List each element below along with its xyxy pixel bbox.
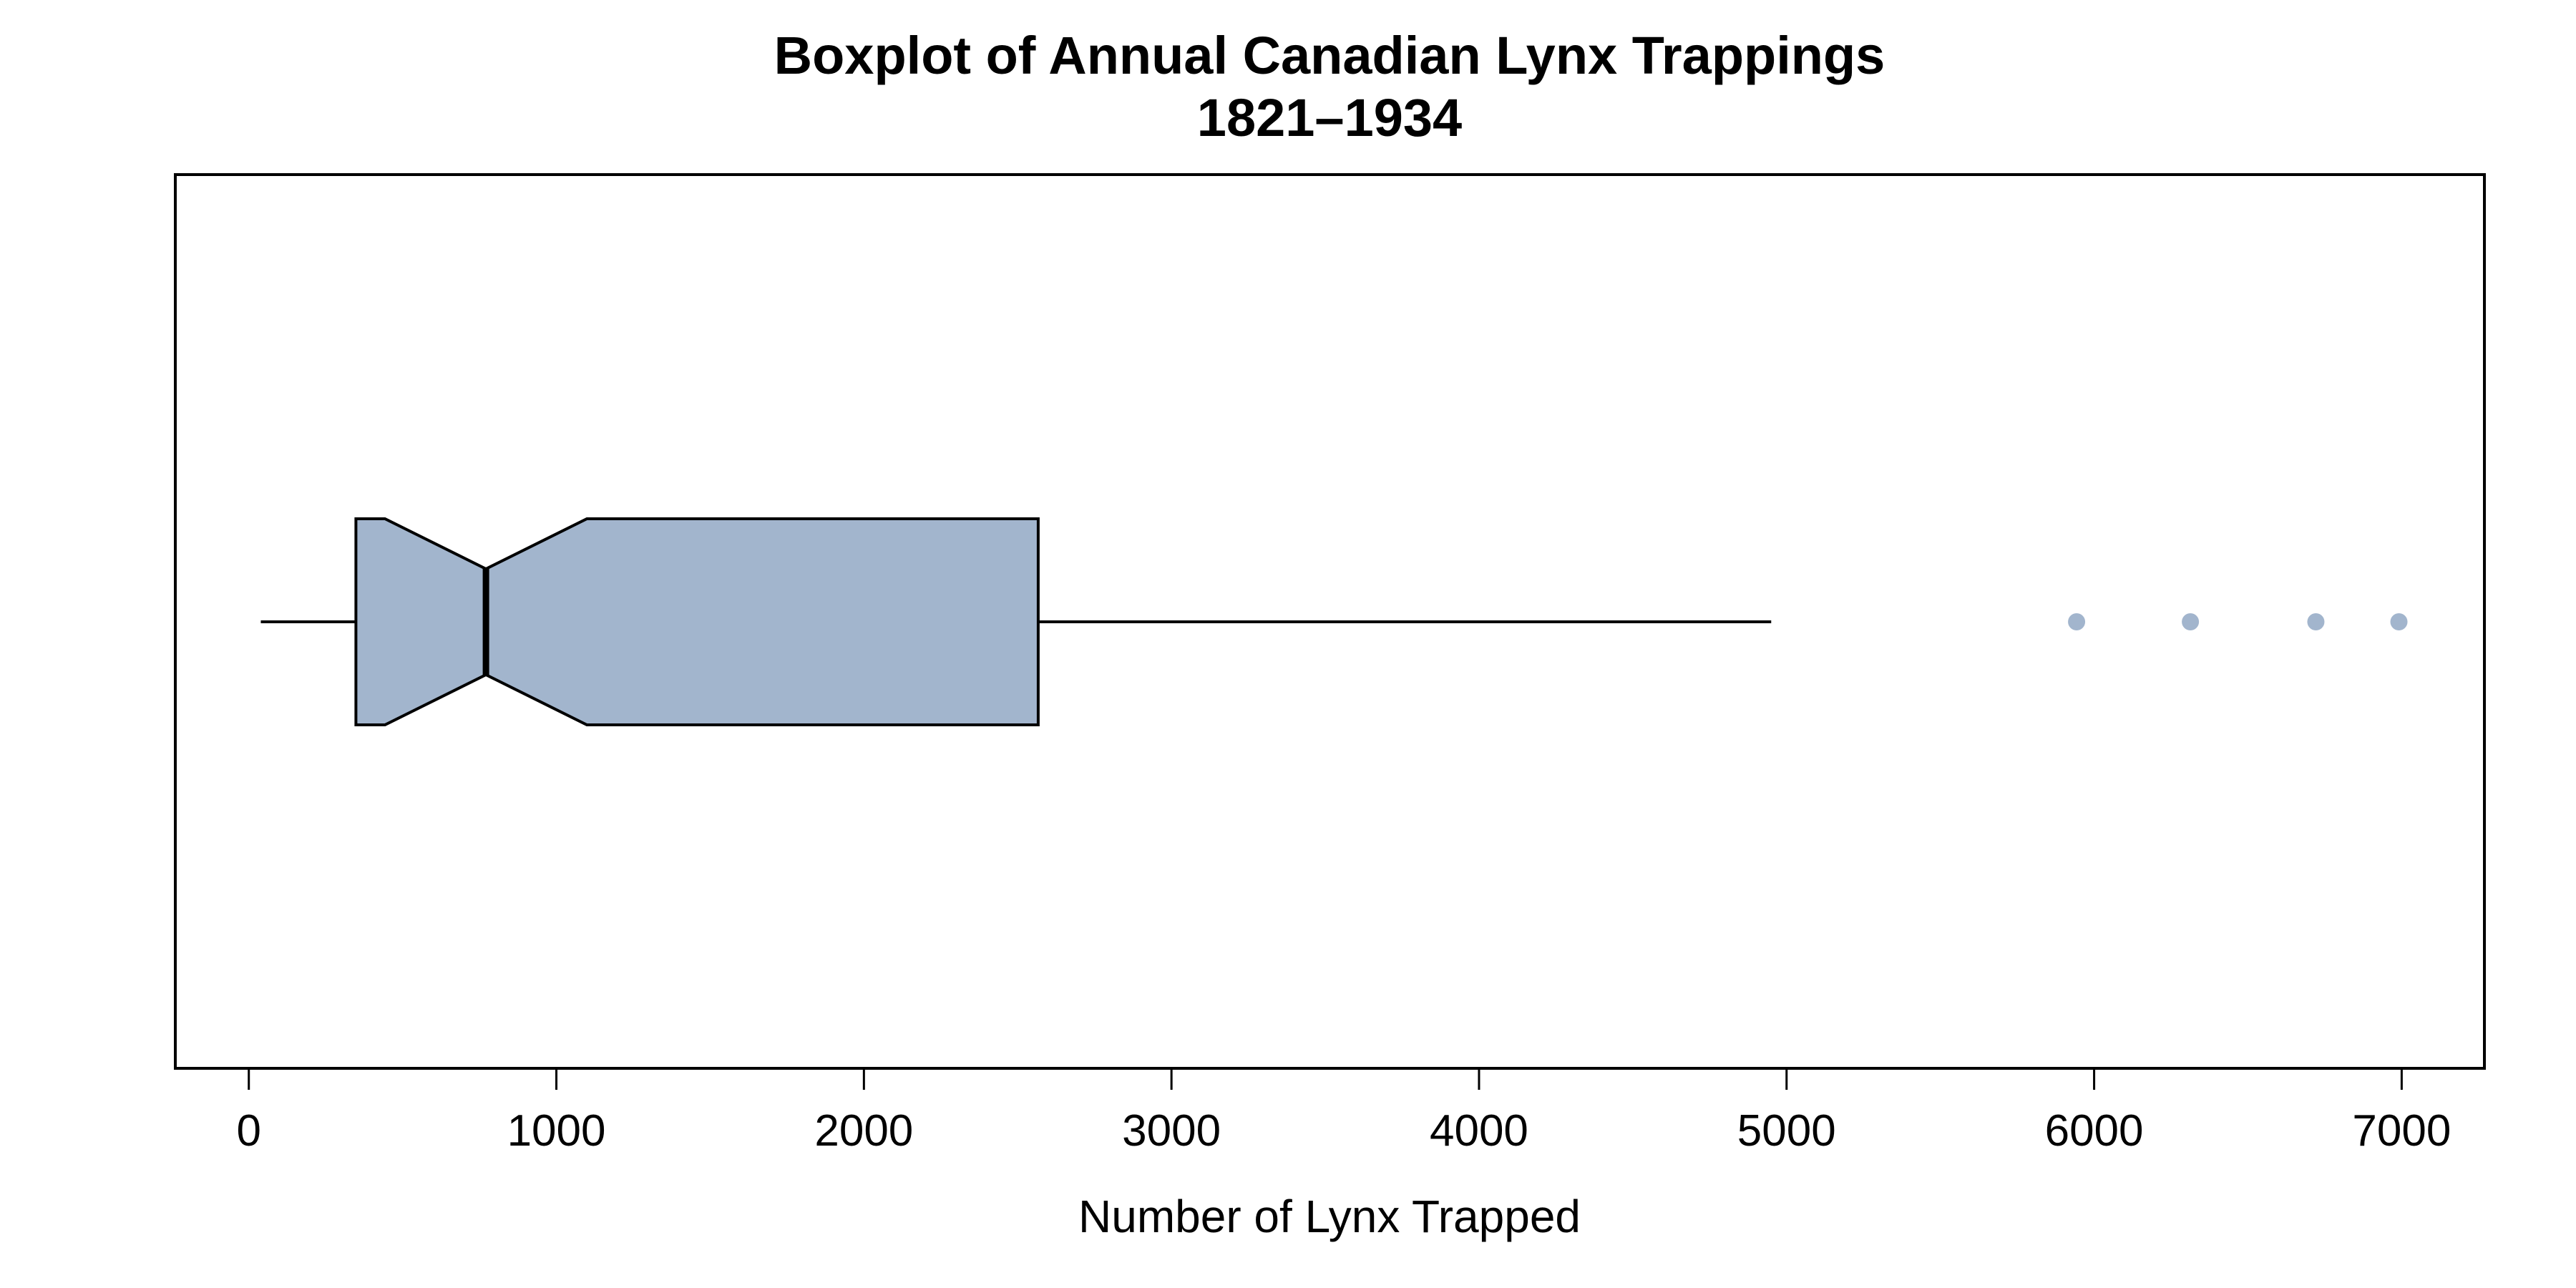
x-tick-label: 0 (236, 1106, 260, 1156)
x-tick-label: 2000 (814, 1106, 913, 1156)
x-tick-label: 6000 (2045, 1106, 2144, 1156)
outlier-point (2307, 613, 2325, 630)
plot-content: 0 1000 2000 3000 4000 5000 6000 7000 (236, 517, 2451, 1156)
x-tick-label: 1000 (507, 1106, 606, 1156)
outlier-point (2390, 613, 2408, 630)
x-tick-label: 4000 (1430, 1106, 1528, 1156)
notched-box (354, 517, 1040, 726)
x-tick-label: 7000 (2352, 1106, 2451, 1156)
chart-title-line1: Boxplot of Annual Canadian Lynx Trapping… (774, 26, 1885, 85)
x-axis-title: Number of Lynx Trapped (1078, 1191, 1581, 1242)
x-tick-label: 5000 (1737, 1106, 1836, 1156)
plot-border (174, 173, 2486, 1070)
chart-title-line2: 1821–1934 (1197, 88, 1462, 147)
x-tick-label: 3000 (1122, 1106, 1221, 1156)
outlier-point (2068, 613, 2086, 630)
outlier-point (2182, 613, 2200, 630)
